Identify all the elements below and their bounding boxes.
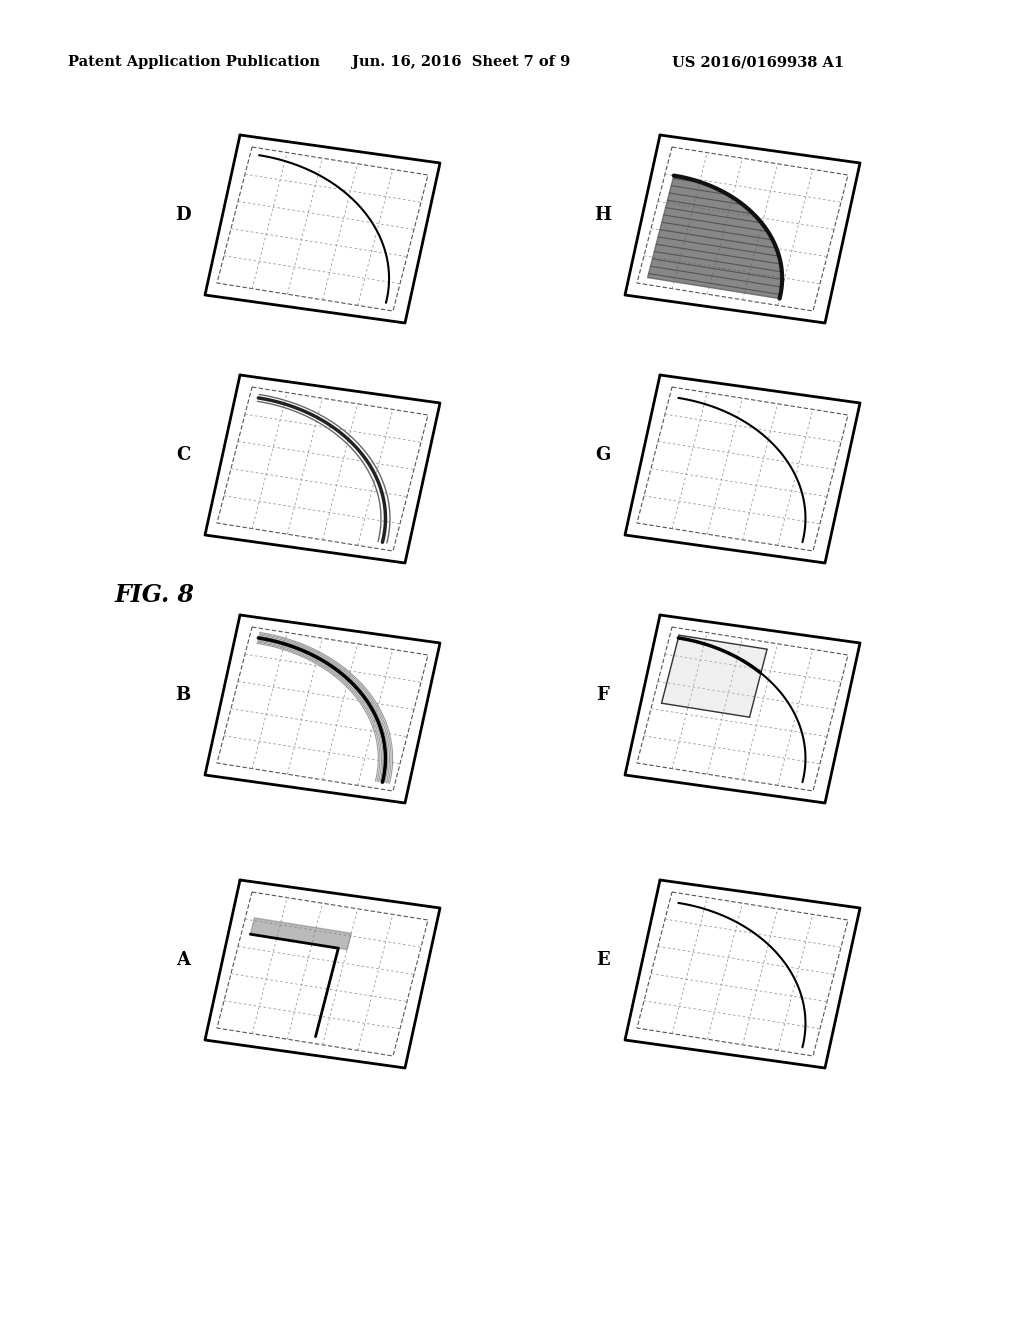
- Text: B: B: [175, 686, 190, 704]
- Text: Patent Application Publication: Patent Application Publication: [68, 55, 319, 69]
- Text: E: E: [596, 950, 610, 969]
- Text: D: D: [175, 206, 190, 224]
- Text: FIG. 8: FIG. 8: [115, 583, 195, 607]
- Text: F: F: [597, 686, 609, 704]
- Text: Jun. 16, 2016  Sheet 7 of 9: Jun. 16, 2016 Sheet 7 of 9: [352, 55, 570, 69]
- Text: C: C: [176, 446, 190, 465]
- Polygon shape: [250, 917, 351, 949]
- Text: A: A: [176, 950, 190, 969]
- Polygon shape: [647, 176, 782, 298]
- Text: US 2016/0169938 A1: US 2016/0169938 A1: [672, 55, 844, 69]
- Text: H: H: [595, 206, 611, 224]
- Text: G: G: [595, 446, 610, 465]
- Polygon shape: [662, 635, 767, 717]
